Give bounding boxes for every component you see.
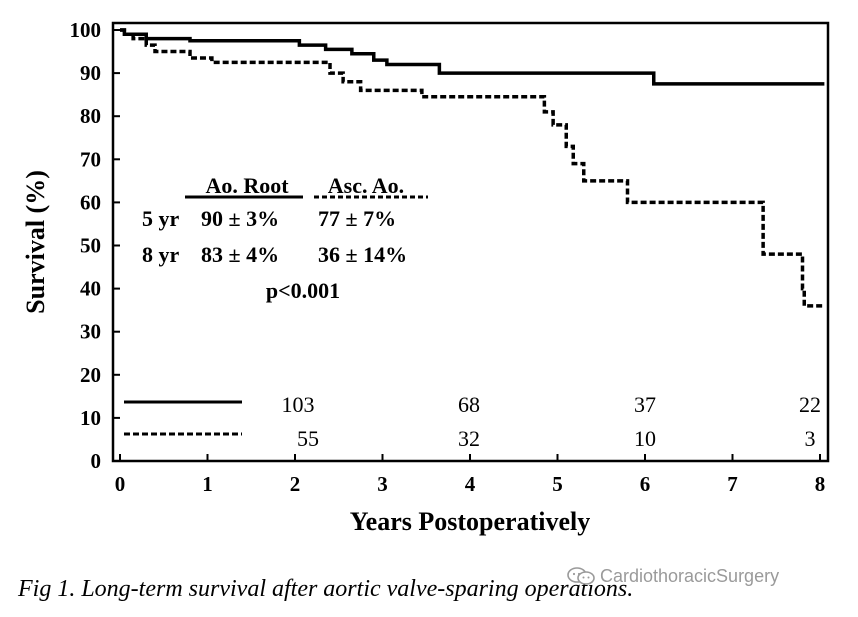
y-tick-label: 80 — [80, 104, 101, 128]
stats-table: Ao. Root Asc. Ao. 5 yr 90 ± 3% 77 ± 7% 8… — [142, 173, 428, 303]
stats-cell: 90 ± 3% — [201, 206, 279, 231]
x-tick-label: 2 — [290, 472, 301, 496]
risk-count: 103 — [282, 392, 315, 417]
series-ao-root — [120, 28, 825, 86]
watermark-text: CardiothoracicSurgery — [600, 566, 780, 586]
p-value: p<0.001 — [266, 278, 340, 303]
x-tick-label: 3 — [377, 472, 388, 496]
figure-caption: Fig 1. Long-term survival after aortic v… — [18, 576, 634, 602]
x-tick-label: 8 — [815, 472, 826, 496]
y-tick-label: 30 — [80, 320, 101, 344]
stats-header-ao-root: Ao. Root — [205, 173, 289, 198]
risk-count: 22 — [799, 392, 821, 417]
risk-count: 55 — [297, 426, 319, 451]
y-tick-label: 60 — [80, 190, 101, 214]
stats-row-label: 8 yr — [142, 242, 180, 267]
y-tick-label: 0 — [91, 449, 102, 473]
y-tick-label: 10 — [80, 406, 101, 430]
x-tick-label: 0 — [115, 472, 126, 496]
risk-count: 32 — [458, 426, 480, 451]
risk-count: 37 — [634, 392, 656, 417]
x-tick-label: 5 — [552, 472, 563, 496]
y-tick-label: 90 — [80, 61, 101, 85]
x-axis-title: Years Postoperatively — [350, 507, 590, 536]
risk-count: 68 — [458, 392, 480, 417]
y-tick-label: 20 — [80, 363, 101, 387]
y-tick-label: 40 — [80, 277, 101, 301]
stats-header-asc-ao: Asc. Ao. — [328, 173, 404, 198]
y-tick-label: 100 — [70, 18, 102, 42]
risk-count: 3 — [805, 426, 816, 451]
y-tick-label: 70 — [80, 147, 101, 171]
stats-row-label: 5 yr — [142, 206, 180, 231]
stats-cell: 36 ± 14% — [318, 242, 407, 267]
series-asc-ao — [120, 28, 825, 308]
watermark: CardiothoracicSurgery — [566, 566, 779, 587]
survival-curves — [120, 28, 825, 308]
stats-cell: 77 ± 7% — [318, 206, 396, 231]
numbers-at-risk: 103 68 37 22 55 32 10 3 — [124, 392, 821, 451]
stats-cell: 83 ± 4% — [201, 242, 279, 267]
wechat-icon — [567, 567, 595, 585]
risk-count: 10 — [634, 426, 656, 451]
y-tick-label: 50 — [80, 234, 101, 258]
axis-ticks: 0 10 20 30 40 50 60 70 80 90 100 0 1 2 3 4 5 6 7 8 — [70, 18, 826, 496]
x-tick-label: 6 — [640, 472, 651, 496]
y-axis-title: Survival (%) — [21, 170, 50, 314]
x-tick-label: 7 — [727, 472, 738, 496]
x-tick-label: 1 — [202, 472, 213, 496]
x-tick-label: 4 — [465, 472, 476, 496]
